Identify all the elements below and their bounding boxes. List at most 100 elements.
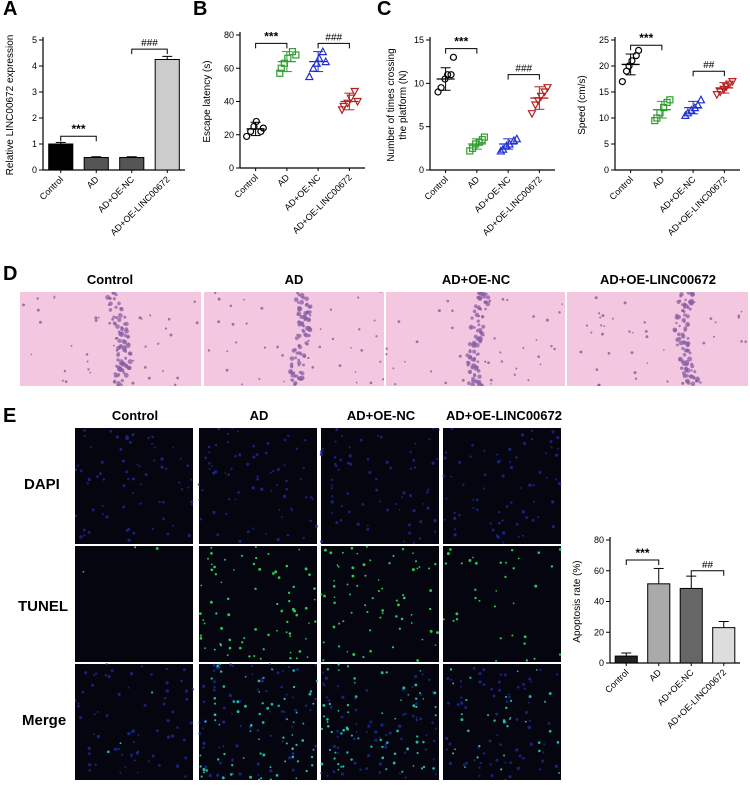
- tunel-positive-cell: [381, 745, 384, 749]
- tunel-positive-cell: [395, 615, 398, 618]
- he-cell: [451, 309, 454, 313]
- dapi-nucleus: [88, 763, 92, 767]
- tunel-positive-cell: [262, 676, 265, 679]
- he-cell: [535, 339, 538, 342]
- he-nucleus: [298, 320, 301, 324]
- he-nucleus: [677, 332, 681, 337]
- he-nucleus: [307, 334, 311, 338]
- tunel-positive-cell: [214, 719, 217, 722]
- dapi-nucleus: [419, 693, 423, 697]
- tunel-positive-cell: [242, 757, 245, 759]
- dapi-nucleus: [90, 446, 93, 448]
- tunel-positive-cell: [493, 719, 496, 722]
- tunel-positive-cell: [199, 765, 202, 768]
- dapi-nucleus: [332, 770, 336, 773]
- dapi-nucleus: [505, 505, 509, 508]
- dapi-nucleus: [158, 501, 161, 504]
- tunel-positive-cell: [267, 633, 270, 637]
- significance-label: ***: [264, 29, 278, 43]
- he-cell: [532, 315, 536, 318]
- he-cell: [283, 380, 285, 383]
- he-nucleus: [675, 343, 679, 347]
- tunel-positive-cell: [210, 677, 213, 680]
- dapi-nucleus: [92, 733, 95, 736]
- dapi-nucleus: [510, 501, 513, 504]
- tunel-positive-cell: [395, 599, 398, 602]
- he-nucleus: [477, 374, 482, 379]
- y-tick-label: 10: [599, 113, 609, 123]
- tunel-positive-cell: [356, 552, 359, 555]
- tunel-positive-cell: [340, 765, 343, 768]
- dapi-nucleus: [156, 729, 159, 733]
- tunel-positive-cell: [240, 554, 244, 557]
- tunel-positive-cell: [203, 622, 206, 625]
- he-cell: [217, 297, 221, 301]
- tunel-positive-cell: [295, 743, 298, 746]
- data-point: [530, 101, 540, 110]
- he-cell: [331, 337, 335, 341]
- dapi-nucleus: [521, 510, 525, 514]
- dapi-nucleus: [115, 435, 120, 439]
- data-point: [712, 90, 722, 100]
- he-nucleus: [480, 383, 484, 386]
- dapi-nucleus: [355, 730, 358, 733]
- bar: [712, 627, 736, 664]
- dapi-nucleus: [83, 429, 86, 432]
- he-nucleus: [467, 369, 473, 374]
- dapi-nucleus: [340, 505, 343, 508]
- tunel-positive-cell: [258, 691, 261, 693]
- tunel-positive-cell: [548, 729, 552, 733]
- dapi-nucleus: [538, 470, 542, 474]
- dapi-nucleus: [365, 767, 369, 771]
- he-cell: [115, 349, 119, 352]
- tunel-positive-cell: [410, 613, 413, 616]
- tunel-positive-cell: [517, 557, 520, 560]
- dapi-nucleus: [434, 727, 438, 730]
- dapi-nucleus: [150, 442, 154, 445]
- dapi-nucleus: [415, 716, 418, 719]
- data-point: [527, 110, 537, 119]
- he-nucleus: [693, 370, 697, 374]
- he-nucleus: [120, 361, 125, 366]
- tunel-positive-cell: [464, 766, 466, 769]
- dapi-nucleus: [238, 772, 242, 776]
- tunel-positive-cell: [291, 755, 295, 759]
- dapi-nucleus: [522, 756, 525, 760]
- dapi-nucleus: [161, 500, 165, 504]
- tunel-positive-cell: [509, 699, 513, 702]
- tunel-positive-cell: [236, 700, 240, 704]
- he-cell: [131, 381, 135, 385]
- he-cell: [229, 304, 233, 308]
- dapi-nucleus: [198, 732, 202, 735]
- he-nucleus: [682, 303, 687, 308]
- he-nucleus: [470, 316, 474, 320]
- he-nucleus: [118, 368, 122, 373]
- dapi-nucleus: [515, 522, 519, 526]
- he-nucleus: [308, 310, 312, 314]
- he-nucleus: [472, 373, 477, 377]
- dapi-nucleus: [408, 523, 412, 527]
- dapi-nucleus: [257, 773, 260, 777]
- dapi-nucleus: [202, 741, 206, 746]
- y-tick-label: 2: [32, 113, 37, 123]
- he-cell: [595, 368, 599, 371]
- he-cell: [381, 378, 385, 381]
- he-cell: [319, 328, 322, 331]
- dapi-nucleus: [428, 678, 431, 681]
- he-nucleus: [471, 340, 477, 346]
- tunel-positive-cell: [434, 714, 437, 717]
- tunel-positive-cell: [469, 676, 472, 679]
- tunel-positive-cell: [342, 765, 345, 768]
- he-cell: [694, 380, 697, 383]
- tunel-positive-cell: [296, 760, 300, 763]
- fluor-tile-background: [75, 546, 193, 662]
- tunel-positive-cell: [238, 646, 242, 650]
- he-cell: [601, 332, 604, 336]
- he-nucleus: [114, 315, 119, 320]
- he-nucleus: [116, 358, 120, 362]
- dapi-nucleus: [291, 768, 295, 772]
- tunel-positive-cell: [412, 704, 416, 708]
- dapi-nucleus: [302, 536, 305, 540]
- dapi-nucleus: [190, 500, 194, 504]
- significance-bracket: [625, 559, 660, 565]
